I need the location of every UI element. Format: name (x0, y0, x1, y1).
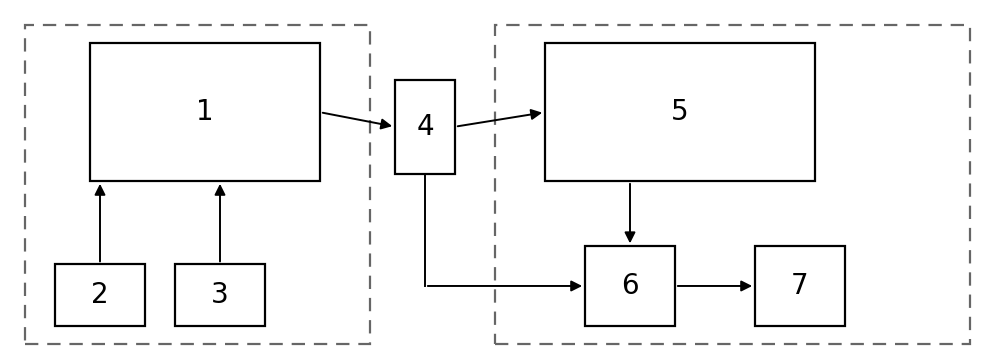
Text: 4: 4 (416, 113, 434, 141)
Bar (55, 264, 145, 326)
Text: 7: 7 (791, 272, 809, 300)
Text: 2: 2 (91, 281, 109, 309)
Bar (545, 43, 815, 181)
Text: 6: 6 (621, 272, 639, 300)
Bar (175, 264, 265, 326)
Bar (585, 246, 675, 326)
Bar (395, 80, 455, 174)
Text: 3: 3 (211, 281, 229, 309)
Text: 5: 5 (671, 98, 689, 126)
Bar (755, 246, 845, 326)
Bar (25, 25, 370, 344)
Bar (90, 43, 320, 181)
Bar (495, 25, 970, 344)
Text: 1: 1 (196, 98, 214, 126)
